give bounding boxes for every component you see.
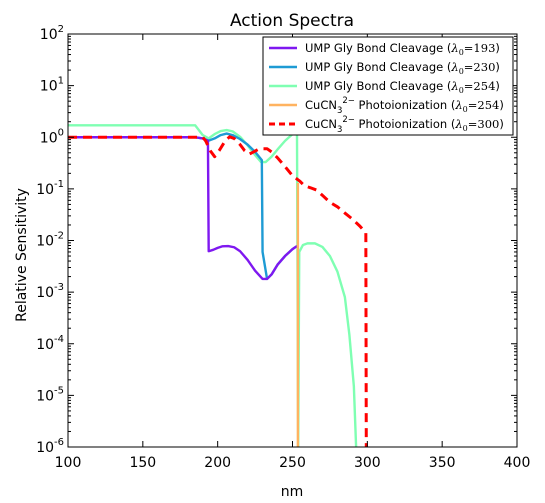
x-tick-label: 400 bbox=[504, 455, 531, 471]
series-line-4 bbox=[68, 135, 368, 447]
x-tick-label: 200 bbox=[204, 455, 231, 471]
x-tick-label: 300 bbox=[354, 455, 381, 471]
x-tick-label: 250 bbox=[279, 455, 306, 471]
y-tick-label: 100 bbox=[40, 127, 64, 146]
y-tick-label: 101 bbox=[40, 76, 64, 95]
y-tick-label: 10-5 bbox=[36, 385, 64, 404]
series-line-1 bbox=[68, 132, 298, 281]
series-line-0 bbox=[68, 124, 358, 447]
x-tick-label: 150 bbox=[129, 455, 156, 471]
y-tick-label: 10-1 bbox=[36, 179, 64, 198]
legend-box bbox=[262, 36, 514, 136]
legend: UMP Gly Bond Cleavage (λ0=193) UMP Gly Bo… bbox=[262, 36, 514, 136]
y-tick-label: 10-3 bbox=[36, 282, 64, 301]
y-tick-label: 102 bbox=[40, 24, 64, 43]
legend-label-0: UMP Gly Bond Cleavage (λ0=193) bbox=[305, 41, 500, 57]
y-tick-label: 10-4 bbox=[36, 334, 64, 353]
legend-label-1: UMP Gly Bond Cleavage (λ0=230) bbox=[305, 60, 500, 76]
legend-label-2: UMP Gly Bond Cleavage (λ0=254) bbox=[305, 79, 500, 95]
legend-label-3: CuCN32− Photoionization (λ0=254) bbox=[305, 96, 504, 116]
chart-title: Action Spectra bbox=[230, 11, 354, 31]
series-line-2 bbox=[68, 136, 298, 281]
x-tick-label: 350 bbox=[429, 455, 456, 471]
x-axis-title: nm bbox=[281, 484, 304, 500]
legend-label-4: CuCN32− Photoionization (λ0=300) bbox=[305, 115, 504, 135]
x-tick-label: 100 bbox=[55, 455, 82, 471]
ticks-layer: 100 150 200 250 300 350 400 10-6 10-5 10-4 10-3 10-… bbox=[36, 24, 530, 471]
y-tick-label: 10-6 bbox=[36, 437, 64, 456]
y-tick-label: 10-2 bbox=[36, 231, 64, 250]
y-axis-title: Relative Sensitivity bbox=[14, 188, 30, 322]
series-layer bbox=[68, 124, 368, 447]
